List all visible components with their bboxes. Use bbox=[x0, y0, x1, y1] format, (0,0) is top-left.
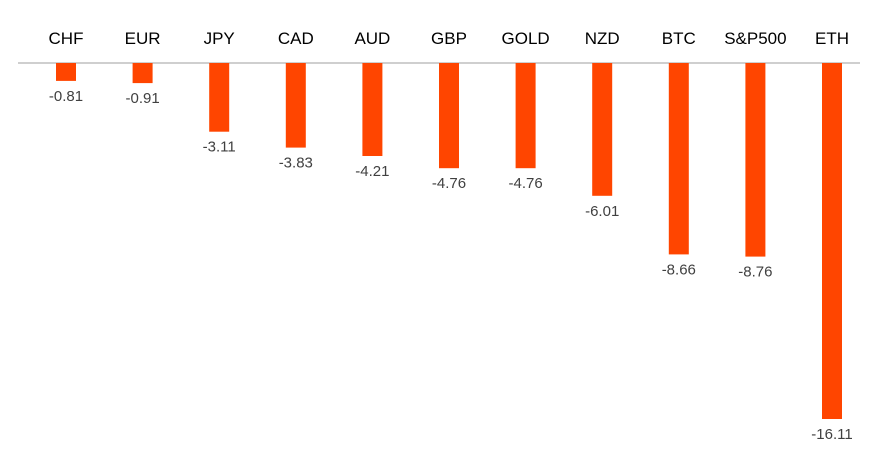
category-label: CHF bbox=[49, 29, 84, 48]
bar-btc bbox=[668, 63, 689, 255]
bar-sp500 bbox=[745, 63, 766, 257]
category-label: GOLD bbox=[502, 29, 550, 48]
bar-eth bbox=[822, 63, 842, 419]
category-label: S&P500 bbox=[724, 29, 786, 48]
bar-eur bbox=[132, 63, 153, 84]
category-label: CAD bbox=[278, 29, 314, 48]
category-label: BTC bbox=[662, 29, 696, 48]
data-label: -0.91 bbox=[125, 90, 159, 107]
category-label: EUR bbox=[125, 29, 161, 48]
bar-aud bbox=[362, 63, 383, 156]
category-label: AUD bbox=[354, 29, 390, 48]
data-label: -3.11 bbox=[203, 139, 236, 156]
value-labels-group: -0.81 -0.91 -3.11 -3.83 -4.21 -4.76 -4.76 -6.01… bbox=[49, 88, 853, 443]
category-label: ETH bbox=[815, 29, 849, 48]
bar-gold bbox=[515, 63, 536, 169]
category-label: NZD bbox=[585, 29, 620, 48]
data-label: -0.81 bbox=[49, 88, 83, 105]
data-label: -4.21 bbox=[355, 163, 389, 180]
bar-chf bbox=[56, 63, 76, 81]
data-label: -6.01 bbox=[585, 203, 619, 220]
category-label: GBP bbox=[431, 29, 467, 48]
bar-jpy bbox=[209, 63, 230, 132]
bar-nzd bbox=[592, 63, 613, 196]
bar-gbp bbox=[439, 63, 459, 169]
category-labels-group: CHF EUR JPY CAD AUD GBP GOLD NZD BTC S&P500 ETH bbox=[49, 29, 849, 48]
data-label: -8.66 bbox=[662, 261, 696, 278]
bars-group bbox=[56, 63, 842, 419]
data-label: -3.83 bbox=[279, 155, 313, 172]
data-label: -4.76 bbox=[432, 175, 466, 192]
data-label: -4.76 bbox=[508, 175, 542, 192]
category-label: JPY bbox=[204, 29, 235, 48]
data-label: -16.11 bbox=[811, 426, 852, 443]
bar-cad bbox=[285, 63, 306, 148]
data-label: -8.76 bbox=[738, 264, 772, 281]
